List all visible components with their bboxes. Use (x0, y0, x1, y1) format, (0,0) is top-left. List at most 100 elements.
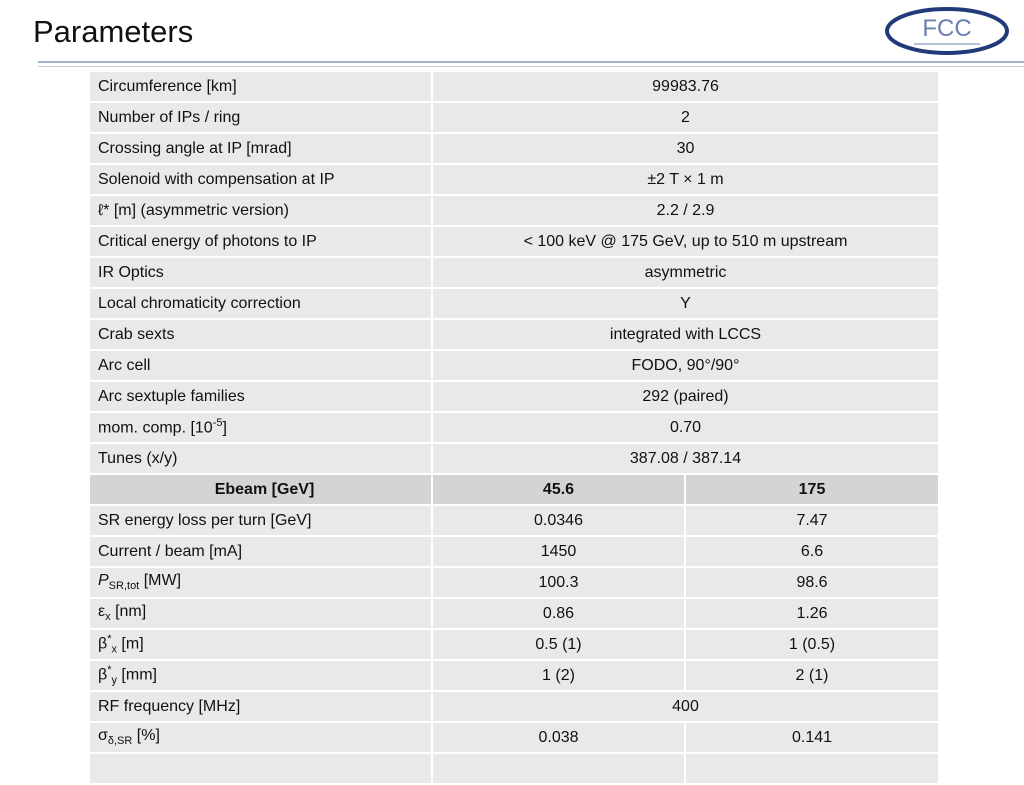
label-part: * (107, 633, 112, 646)
row-label: σδ,SR [%] (88, 721, 433, 754)
row-value: 6.6 (683, 535, 941, 568)
row-value: 0.0346 (431, 504, 686, 537)
row-label: Tunes (x/y) (88, 442, 433, 475)
row-value: 0.86 (431, 597, 686, 630)
row-label: Crab sexts (88, 318, 433, 351)
row-label: Local chromaticity correction (88, 287, 433, 320)
table-row: ℓ* [m] (asymmetric version) 2.2 / 2.9 (88, 194, 941, 227)
row-label: Arc sextuple families (88, 380, 433, 413)
row-value: 387.08 / 387.14 (430, 442, 941, 475)
table-row: σδ,SR [%] 0.038 0.141 (88, 721, 941, 754)
label-part: mom. comp. [10 (98, 419, 213, 437)
table-row: Number of IPs / ring 2 (88, 101, 941, 134)
row-label: β*y [mm] (88, 659, 433, 692)
label-part: x (105, 611, 111, 624)
row-label: εx [nm] (88, 597, 433, 630)
row-label: Ebeam [GeV] (88, 473, 433, 506)
label-part: P (98, 572, 109, 590)
row-label: Circumference [km] (88, 70, 433, 103)
label-part: ε (98, 603, 106, 621)
parameter-table: Circumference [km] 99983.76 Number of IPs … (88, 70, 941, 785)
row-value: 1 (2) (431, 659, 686, 692)
label-part: [%] (132, 727, 160, 745)
label-part: [nm] (110, 603, 147, 621)
logo: FCC (885, 7, 1009, 55)
table-row: PSR,tot [MW] 100.3 98.6 (88, 566, 941, 599)
row-value: 0.70 (430, 411, 941, 444)
label-part: δ,SR (107, 735, 133, 748)
label-part: x (111, 643, 117, 656)
empty-cell (431, 752, 686, 785)
table-row: Crab sexts integrated with LCCS (88, 318, 941, 351)
table-row (88, 752, 941, 785)
row-label: Arc cell (88, 349, 433, 382)
label-part: [mm] (116, 666, 157, 684)
row-value: 1.26 (683, 597, 941, 630)
row-value: 2 (430, 101, 941, 134)
row-value: 2.2 / 2.9 (430, 194, 941, 227)
label-part: ] (222, 419, 227, 437)
label-part: y (111, 674, 117, 687)
table-row: εx [nm] 0.86 1.26 (88, 597, 941, 630)
row-label: Current / beam [mA] (88, 535, 433, 568)
table-row: SR energy loss per turn [GeV] 0.0346 7.47 (88, 504, 941, 537)
row-label: Number of IPs / ring (88, 101, 433, 134)
row-label: mom. comp. [10-5] (88, 411, 433, 444)
row-value: < 100 keV @ 175 GeV, up to 510 m upstrea… (430, 225, 941, 258)
title-rule (38, 61, 1024, 63)
row-value: 98.6 (683, 566, 941, 599)
label-part: * (107, 664, 112, 677)
row-value: 45.6 (431, 473, 686, 506)
label-part: -5 (212, 417, 223, 430)
table-row: RF frequency [MHz] 400 (88, 690, 941, 723)
header-row: Ebeam [GeV] 45.6 175 (88, 473, 941, 506)
table-row: Tunes (x/y) 387.08 / 387.14 (88, 442, 941, 475)
row-label: SR energy loss per turn [GeV] (88, 504, 433, 537)
row-value: Y (430, 287, 941, 320)
table-row: IR Optics asymmetric (88, 256, 941, 289)
row-value: 0.141 (683, 721, 941, 754)
row-label: Crossing angle at IP [mrad] (88, 132, 433, 165)
table-row: Local chromaticity correction Y (88, 287, 941, 320)
table-row: Circumference [km] 99983.76 (88, 70, 941, 103)
row-value: asymmetric (430, 256, 941, 289)
row-value: FODO, 90°/90° (430, 349, 941, 382)
table-row: Crossing angle at IP [mrad] 30 (88, 132, 941, 165)
table-row: Critical energy of photons to IP < 100 ke… (88, 225, 941, 258)
empty-cell (88, 752, 433, 785)
row-value: 0.5 (1) (431, 628, 686, 661)
row-value: 7.47 (683, 504, 941, 537)
row-value: ±2 T × 1 m (430, 163, 941, 196)
empty-cell (683, 752, 941, 785)
row-value: 292 (paired) (430, 380, 941, 413)
row-value: 400 (430, 690, 941, 723)
label-part: σ (98, 727, 108, 745)
row-value: 175 (683, 473, 941, 506)
row-label: IR Optics (88, 256, 433, 289)
table-row: Solenoid with compensation at IP ±2 T × 1… (88, 163, 941, 196)
row-value: 99983.76 (430, 70, 941, 103)
row-value: integrated with LCCS (430, 318, 941, 351)
row-value: 30 (430, 132, 941, 165)
label-part: SR,tot (108, 580, 140, 593)
row-value: 1 (0.5) (683, 628, 941, 661)
row-value: 0.038 (431, 721, 686, 754)
label-part: β (98, 635, 108, 653)
row-label: β*x [m] (88, 628, 433, 661)
title-rule (38, 66, 1024, 67)
slide: Parameters FCC Circumference [km] 99983.7… (33, 7, 1024, 785)
row-value: 2 (1) (683, 659, 941, 692)
row-label: RF frequency [MHz] (88, 690, 433, 723)
label-part: β (98, 666, 108, 684)
table-row: Arc sextuple families 292 (paired) (88, 380, 941, 413)
row-label: ℓ* [m] (asymmetric version) (88, 194, 433, 227)
row-label: PSR,tot [MW] (88, 566, 433, 599)
row-value: 100.3 (431, 566, 686, 599)
logo-text: FCC (922, 15, 971, 42)
table-row: Current / beam [mA] 1450 6.6 (88, 535, 941, 568)
row-value: 1450 (431, 535, 686, 568)
label-part: [m] (116, 635, 144, 653)
table-row: β*x [m] 0.5 (1) 1 (0.5) (88, 628, 941, 661)
table-row: Arc cell FODO, 90°/90° (88, 349, 941, 382)
slide-title: Parameters (33, 14, 194, 49)
